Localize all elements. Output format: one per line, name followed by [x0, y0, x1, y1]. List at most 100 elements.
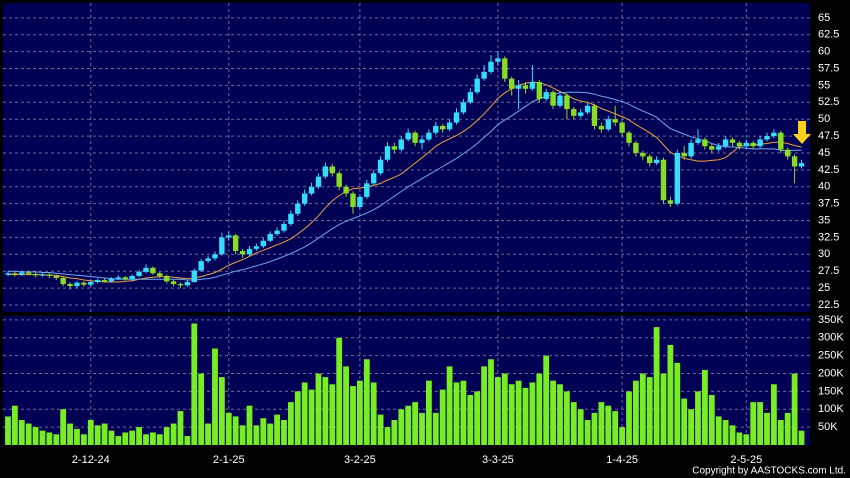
candle-body [212, 254, 218, 259]
volume-bar [412, 402, 418, 445]
candle-body [702, 139, 708, 147]
price-panel [3, 3, 810, 312]
volume-bar [453, 382, 460, 445]
candle-body [46, 274, 53, 276]
candle-body [750, 142, 756, 147]
volume-bar [239, 425, 246, 445]
volume-bar [101, 423, 108, 445]
volume-bar [143, 434, 149, 445]
x-tick-label: 3-2-25 [344, 454, 376, 466]
volume-bar [363, 359, 370, 445]
y-tick-label: 150K [818, 385, 844, 397]
y-tick-label: 57.5 [818, 62, 839, 74]
volume-bar [598, 402, 605, 445]
candle-body [308, 186, 315, 194]
y-tick-label: 350K [818, 314, 844, 326]
volume-bar [771, 384, 777, 445]
volume-bar [529, 382, 536, 445]
candle-body [163, 275, 170, 282]
candle-body [460, 102, 467, 113]
candle-body [529, 82, 536, 89]
volume-bar [605, 405, 612, 445]
y-tick-label: 42.5 [818, 164, 839, 176]
volume-bar [149, 432, 156, 445]
candle-body [260, 240, 266, 247]
volume-bar [515, 380, 522, 445]
candle-body [633, 142, 639, 153]
volume-bar [757, 402, 764, 445]
candle-body [191, 270, 197, 283]
candle-body [19, 272, 25, 275]
volume-bar [488, 359, 494, 445]
candle-body [667, 200, 674, 204]
candle-body [778, 132, 784, 150]
volume-bar [163, 427, 170, 445]
y-tick-label: 100K [818, 403, 844, 415]
volume-bar [32, 427, 39, 445]
candle-body [32, 273, 39, 276]
volume-bar [508, 384, 515, 445]
volume-bar [633, 380, 639, 445]
volume-bar [646, 377, 653, 445]
volume-bar [619, 427, 626, 445]
candle-body [246, 248, 253, 255]
candle-body [426, 132, 432, 140]
volume-bar [370, 382, 377, 445]
candle-body [150, 267, 156, 274]
candle-body [239, 250, 246, 255]
volume-bar [391, 419, 398, 445]
volume-bar [626, 391, 632, 445]
candle-body [550, 92, 556, 106]
candle-body [536, 82, 542, 99]
candle-body [108, 278, 115, 282]
candle-body [757, 139, 763, 147]
candle-body [25, 272, 32, 274]
y-tick-label: 25 [818, 282, 830, 294]
candle-body [329, 166, 335, 174]
volume-bar [67, 423, 73, 445]
volume-bar [232, 416, 239, 445]
candle-body [446, 122, 453, 130]
volume-bar [18, 419, 25, 445]
candle-body [791, 156, 798, 167]
volume-bar [225, 412, 232, 445]
volume-bar [702, 369, 708, 445]
candle-body [157, 273, 163, 276]
candle-body [343, 186, 349, 194]
candle-body [288, 213, 294, 224]
volume-bar [715, 416, 722, 445]
volume-bar [301, 382, 308, 445]
y-tick-label: 65 [818, 12, 830, 24]
y-tick-label: 22.5 [818, 299, 839, 311]
candle-body [60, 277, 66, 285]
volume-bar [87, 419, 94, 445]
volume-bar [522, 387, 529, 445]
candle-body [605, 119, 612, 130]
volume-bar [432, 412, 439, 445]
volume-bar [674, 362, 681, 445]
volume-bar [356, 380, 363, 445]
x-tick-label: 2-12-24 [72, 454, 110, 466]
candle-body [336, 173, 342, 187]
volume-bar [667, 344, 674, 445]
volume-bar [570, 402, 577, 445]
volume-bar [274, 414, 280, 445]
candle-body [598, 125, 605, 130]
volume-bar [218, 377, 225, 445]
volume-bar [550, 380, 556, 445]
volume-bar [494, 377, 501, 445]
volume-bar [25, 423, 32, 445]
candle-body [53, 275, 59, 278]
moving-average-line [8, 91, 802, 281]
volume-bar [212, 348, 218, 445]
candle-body [377, 159, 384, 174]
candle-body [695, 139, 701, 143]
volume-bar [80, 434, 87, 445]
y-tick-label: 62.5 [818, 29, 839, 41]
candle-body [232, 235, 239, 251]
volume-bar [294, 391, 301, 445]
candle-body [5, 273, 11, 275]
candle-body [384, 146, 391, 160]
volume-bar [308, 389, 315, 445]
